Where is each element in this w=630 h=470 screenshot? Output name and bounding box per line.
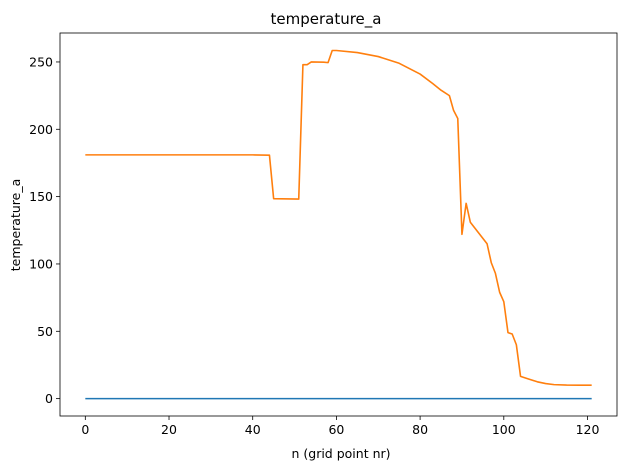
plot-area — [85, 49, 592, 400]
x-tick-label: 40 — [245, 422, 261, 437]
plot-frame — [59, 32, 618, 417]
series-line-2 — [85, 49, 592, 386]
x-tick-label: 60 — [328, 422, 344, 437]
x-axis-title: n (grid point nr) — [291, 446, 390, 461]
y-tick-label: 150 — [29, 189, 53, 204]
y-tick-label: 0 — [45, 391, 53, 406]
chart-title: temperature_a — [271, 10, 382, 29]
y-axis-title: temperature_a — [8, 179, 23, 271]
x-tick-label: 0 — [81, 422, 89, 437]
x-tick-label: 120 — [576, 422, 600, 437]
y-tick-label: 100 — [29, 256, 53, 271]
x-tick-label: 20 — [161, 422, 177, 437]
y-tick-label: 50 — [37, 324, 53, 339]
x-tick-label: 80 — [412, 422, 428, 437]
y-tick-label: 200 — [29, 122, 53, 137]
y-tick-label: 250 — [29, 54, 53, 69]
y-axis: 0 50 100 150 200 250 — [29, 54, 60, 406]
x-axis: 0 20 40 60 80 100 120 — [81, 416, 599, 437]
x-tick-label: 100 — [492, 422, 516, 437]
